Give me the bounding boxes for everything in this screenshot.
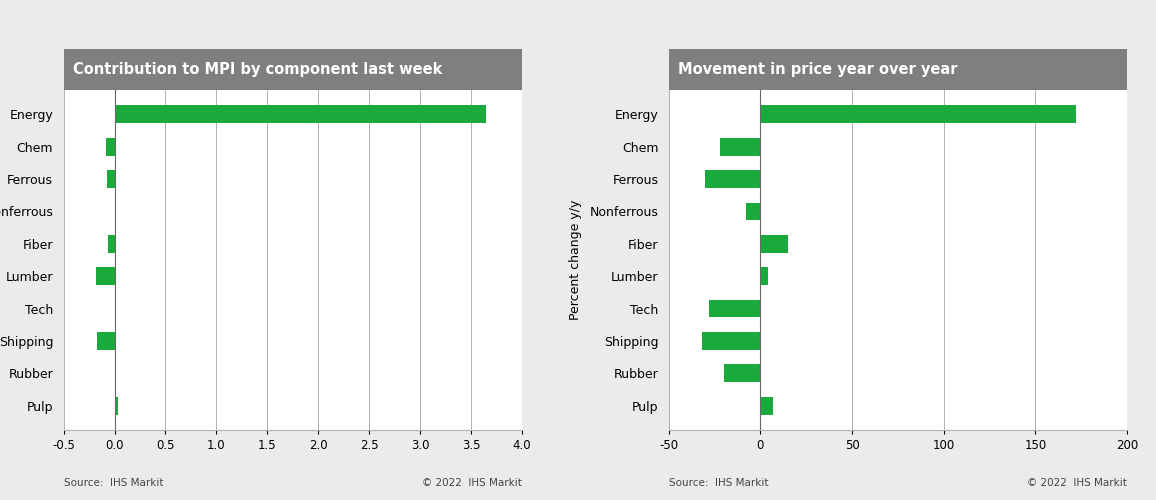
Bar — [108, 170, 114, 188]
Bar — [97, 332, 114, 350]
Bar — [720, 138, 761, 156]
Bar — [109, 235, 114, 252]
Bar — [114, 106, 487, 124]
Text: Contribution to MPI by component last week: Contribution to MPI by component last we… — [73, 62, 443, 77]
Bar — [761, 268, 768, 285]
Bar — [114, 396, 118, 414]
Bar — [106, 138, 114, 156]
Bar — [709, 300, 761, 318]
Text: Source:  IHS Markit: Source: IHS Markit — [64, 478, 163, 488]
Bar — [761, 106, 1076, 124]
Text: Movement in price year over year: Movement in price year over year — [677, 62, 957, 77]
Bar — [96, 268, 114, 285]
Y-axis label: Percent change y/y: Percent change y/y — [570, 200, 583, 320]
Text: © 2022  IHS Markit: © 2022 IHS Markit — [1028, 478, 1127, 488]
Bar — [705, 170, 761, 188]
Text: Source:  IHS Markit: Source: IHS Markit — [668, 478, 769, 488]
Text: © 2022  IHS Markit: © 2022 IHS Markit — [422, 478, 523, 488]
Bar — [702, 332, 761, 350]
Bar — [724, 364, 761, 382]
Bar — [761, 235, 788, 252]
Bar — [746, 202, 761, 220]
Bar — [761, 396, 773, 414]
